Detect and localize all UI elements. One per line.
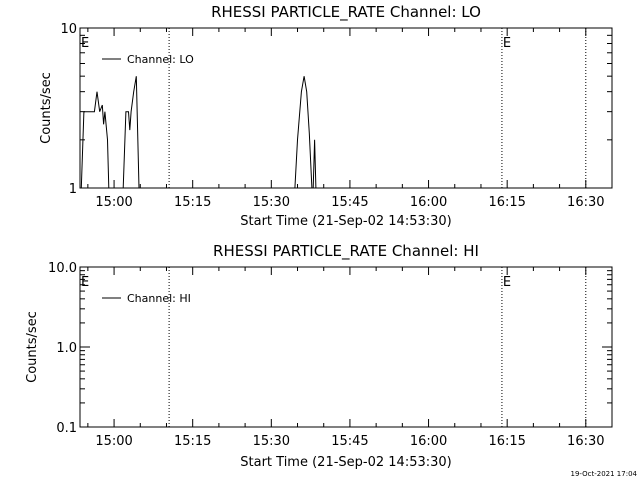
- y-tick-label: 10: [60, 22, 77, 37]
- series-line-channel-lo: [294, 76, 317, 189]
- legend-entry: Channel: HI: [127, 292, 191, 305]
- x-tick-label: 16:30: [567, 434, 604, 449]
- chart-title: RHESSI PARTICLE_RATE Channel: LO: [211, 3, 481, 22]
- x-tick-label: 15:30: [253, 434, 290, 449]
- y-tick-label: 1: [69, 182, 77, 197]
- chart-panel-2: RHESSI PARTICLE_RATE Channel: HI Start Ti…: [25, 242, 613, 470]
- y-tick-label: 10.0: [48, 261, 77, 276]
- x-tick-label: 15:15: [174, 434, 211, 449]
- legend: Channel: HI: [102, 292, 191, 305]
- y-axis-label: Counts/sec: [39, 72, 54, 144]
- y-axis-label: Counts/sec: [25, 311, 40, 383]
- y-tick-label: 1.0: [56, 341, 77, 356]
- x-axis-label: Start Time (21-Sep-02 14:53:30): [240, 214, 451, 229]
- x-tick-label: 15:00: [95, 195, 132, 210]
- chart-panel-1: RHESSI PARTICLE_RATE Channel: LO Start Ti…: [39, 3, 613, 229]
- x-tick-label: 16:00: [410, 195, 447, 210]
- event-marker-label: E: [503, 36, 511, 51]
- event-marker-label: E: [503, 275, 511, 290]
- plot-frame: [79, 27, 613, 189]
- x-tick-label: 16:30: [567, 195, 604, 210]
- y-tick-label: 0.1: [56, 421, 77, 436]
- plot-frame: [79, 266, 613, 428]
- legend: Channel: LO: [102, 53, 194, 66]
- x-tick-label: 15:45: [331, 434, 368, 449]
- x-axis-label: Start Time (21-Sep-02 14:53:30): [240, 455, 451, 470]
- x-tick-label: 15:45: [331, 195, 368, 210]
- x-tick-label: 15:00: [95, 434, 132, 449]
- x-tick-label: 15:15: [174, 195, 211, 210]
- series-line-channel-lo: [122, 76, 140, 189]
- timestamp-footer: 19-Oct-2021 17:04: [571, 470, 638, 478]
- x-tick-label: 16:15: [488, 195, 525, 210]
- x-tick-label: 16:00: [410, 434, 447, 449]
- legend-entry: Channel: LO: [127, 53, 194, 66]
- series-line-channel-lo: [80, 91, 110, 189]
- event-marker-label: E: [81, 36, 89, 51]
- x-tick-label: 15:30: [253, 195, 290, 210]
- chart-title: RHESSI PARTICLE_RATE Channel: HI: [213, 242, 479, 261]
- event-marker-label: E: [81, 275, 89, 290]
- x-tick-label: 16:15: [488, 434, 525, 449]
